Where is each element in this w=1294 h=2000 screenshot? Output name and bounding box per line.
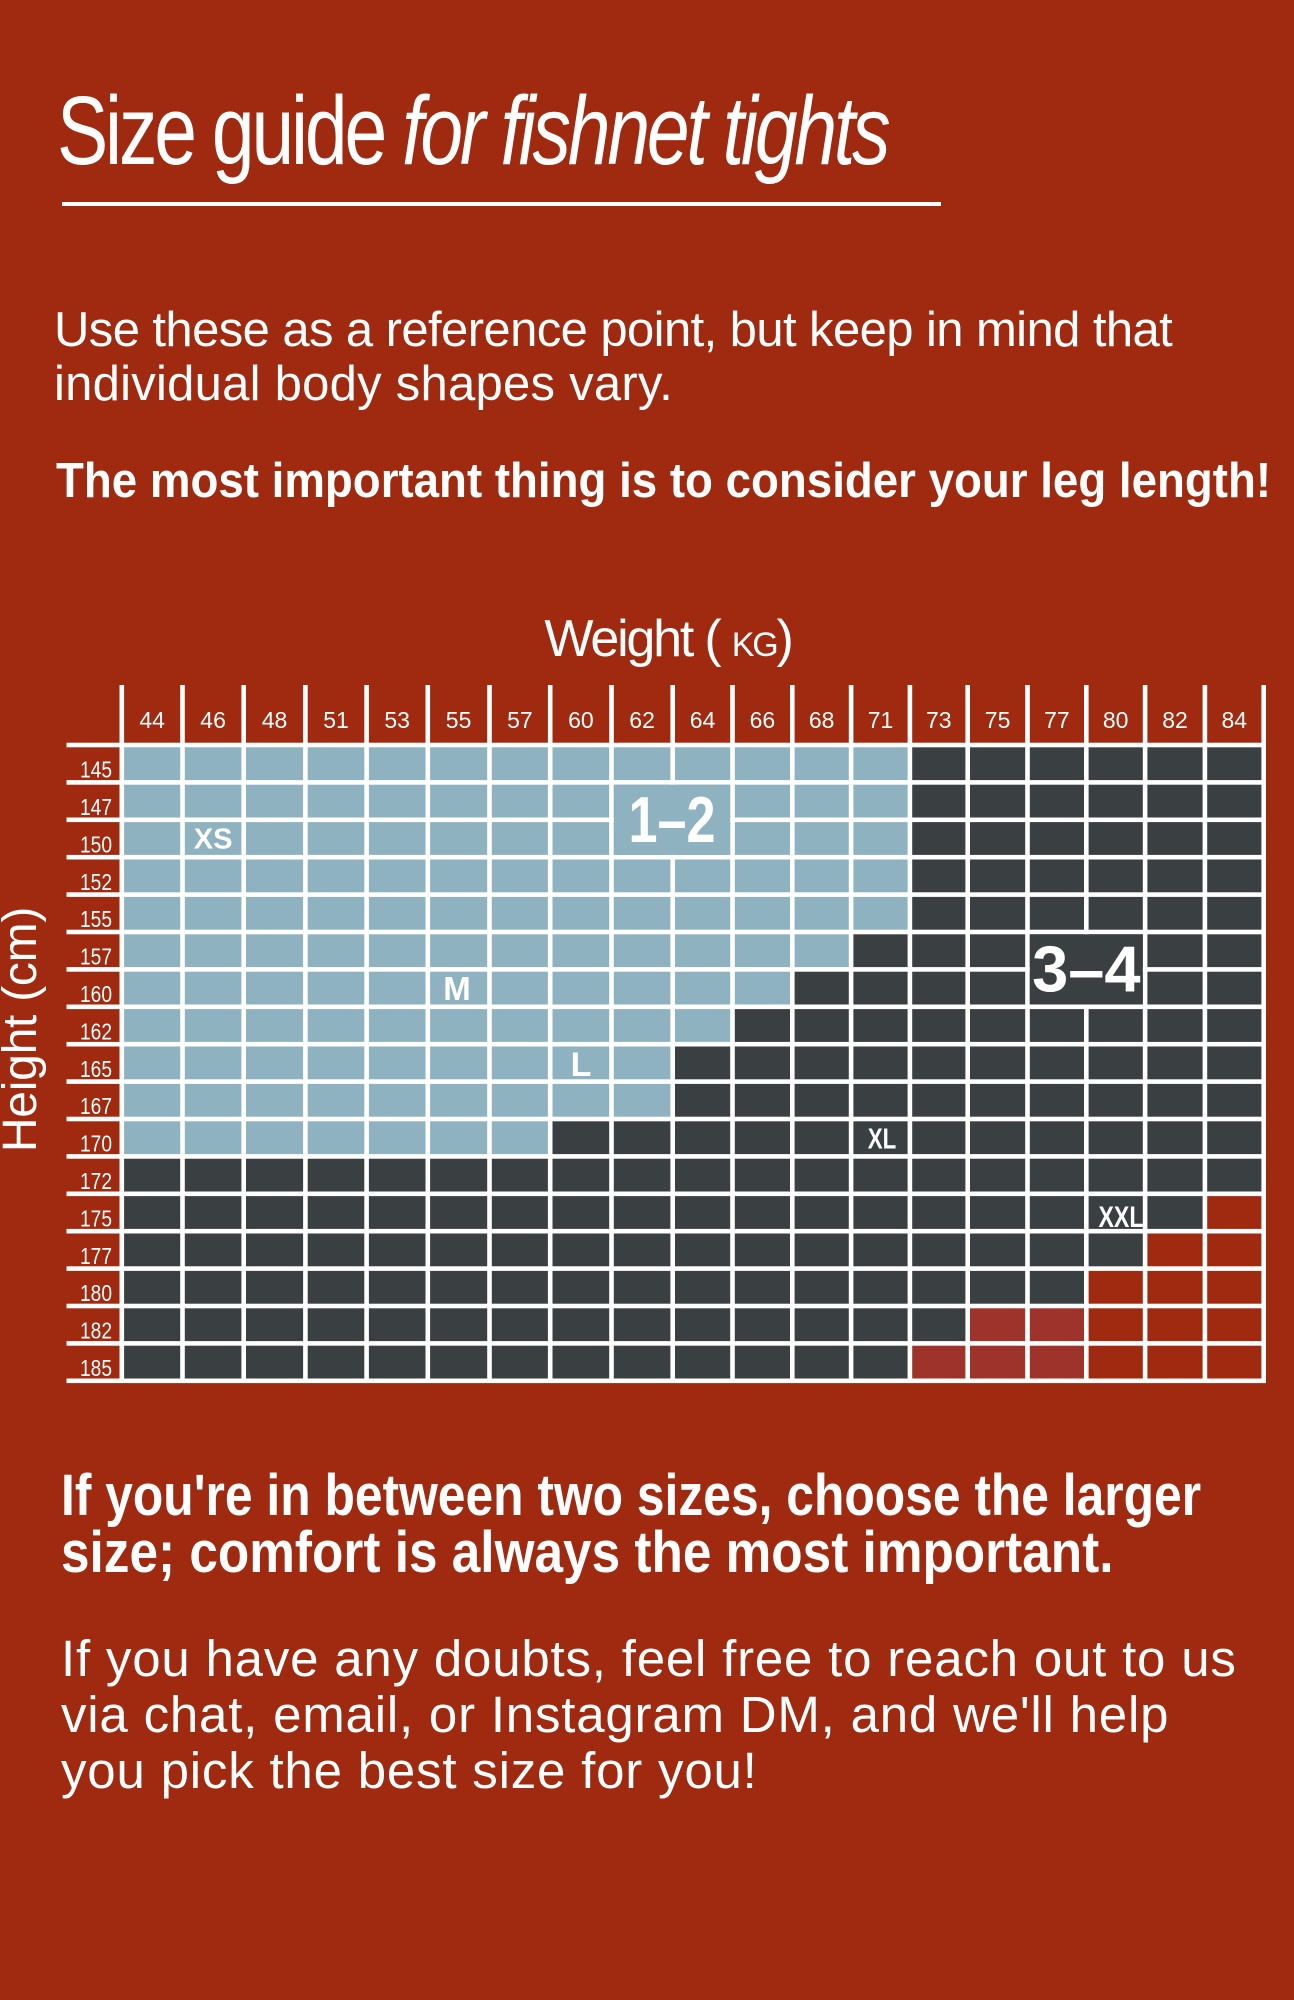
svg-text:170: 170: [80, 1131, 112, 1157]
svg-text:60: 60: [568, 707, 594, 733]
svg-text:68: 68: [809, 707, 835, 733]
svg-text:82: 82: [1162, 707, 1188, 733]
svg-text:Weight ( KG): Weight ( KG): [544, 610, 791, 668]
svg-text:L: L: [571, 1046, 592, 1084]
svg-text:64: 64: [690, 707, 716, 733]
svg-text:152: 152: [80, 869, 112, 895]
svg-text:75: 75: [985, 707, 1011, 733]
svg-text:46: 46: [200, 707, 226, 733]
svg-text:77: 77: [1044, 707, 1070, 733]
svg-text:172: 172: [80, 1168, 112, 1194]
svg-text:165: 165: [80, 1056, 112, 1082]
svg-text:66: 66: [750, 707, 776, 733]
svg-text:55: 55: [446, 707, 472, 733]
svg-text:145: 145: [80, 757, 112, 783]
svg-text:51: 51: [323, 707, 349, 733]
svg-text:167: 167: [80, 1093, 112, 1119]
svg-text:44: 44: [139, 707, 165, 733]
svg-text:3–4: 3–4: [1032, 933, 1140, 1006]
svg-text:177: 177: [80, 1243, 112, 1269]
svg-text:182: 182: [80, 1318, 112, 1344]
svg-text:175: 175: [80, 1205, 112, 1231]
svg-text:57: 57: [507, 707, 533, 733]
svg-text:180: 180: [80, 1280, 112, 1306]
svg-text:Height (cm): Height (cm): [0, 907, 47, 1152]
svg-text:1–2: 1–2: [629, 783, 716, 856]
svg-text:53: 53: [384, 707, 410, 733]
svg-text:M: M: [443, 970, 471, 1007]
svg-text:157: 157: [80, 944, 112, 970]
svg-text:XXL: XXL: [1099, 1201, 1144, 1234]
svg-text:48: 48: [262, 707, 288, 733]
svg-text:62: 62: [629, 707, 655, 733]
svg-text:80: 80: [1103, 707, 1129, 733]
svg-text:162: 162: [80, 1018, 112, 1044]
svg-text:160: 160: [80, 981, 112, 1007]
svg-text:185: 185: [80, 1355, 112, 1381]
svg-text:84: 84: [1222, 707, 1248, 733]
svg-text:XL: XL: [868, 1124, 897, 1156]
svg-text:XS: XS: [194, 824, 233, 856]
svg-text:150: 150: [80, 831, 112, 857]
svg-text:147: 147: [80, 794, 112, 820]
svg-text:73: 73: [926, 707, 952, 733]
svg-text:155: 155: [80, 906, 112, 932]
svg-text:71: 71: [868, 707, 894, 733]
